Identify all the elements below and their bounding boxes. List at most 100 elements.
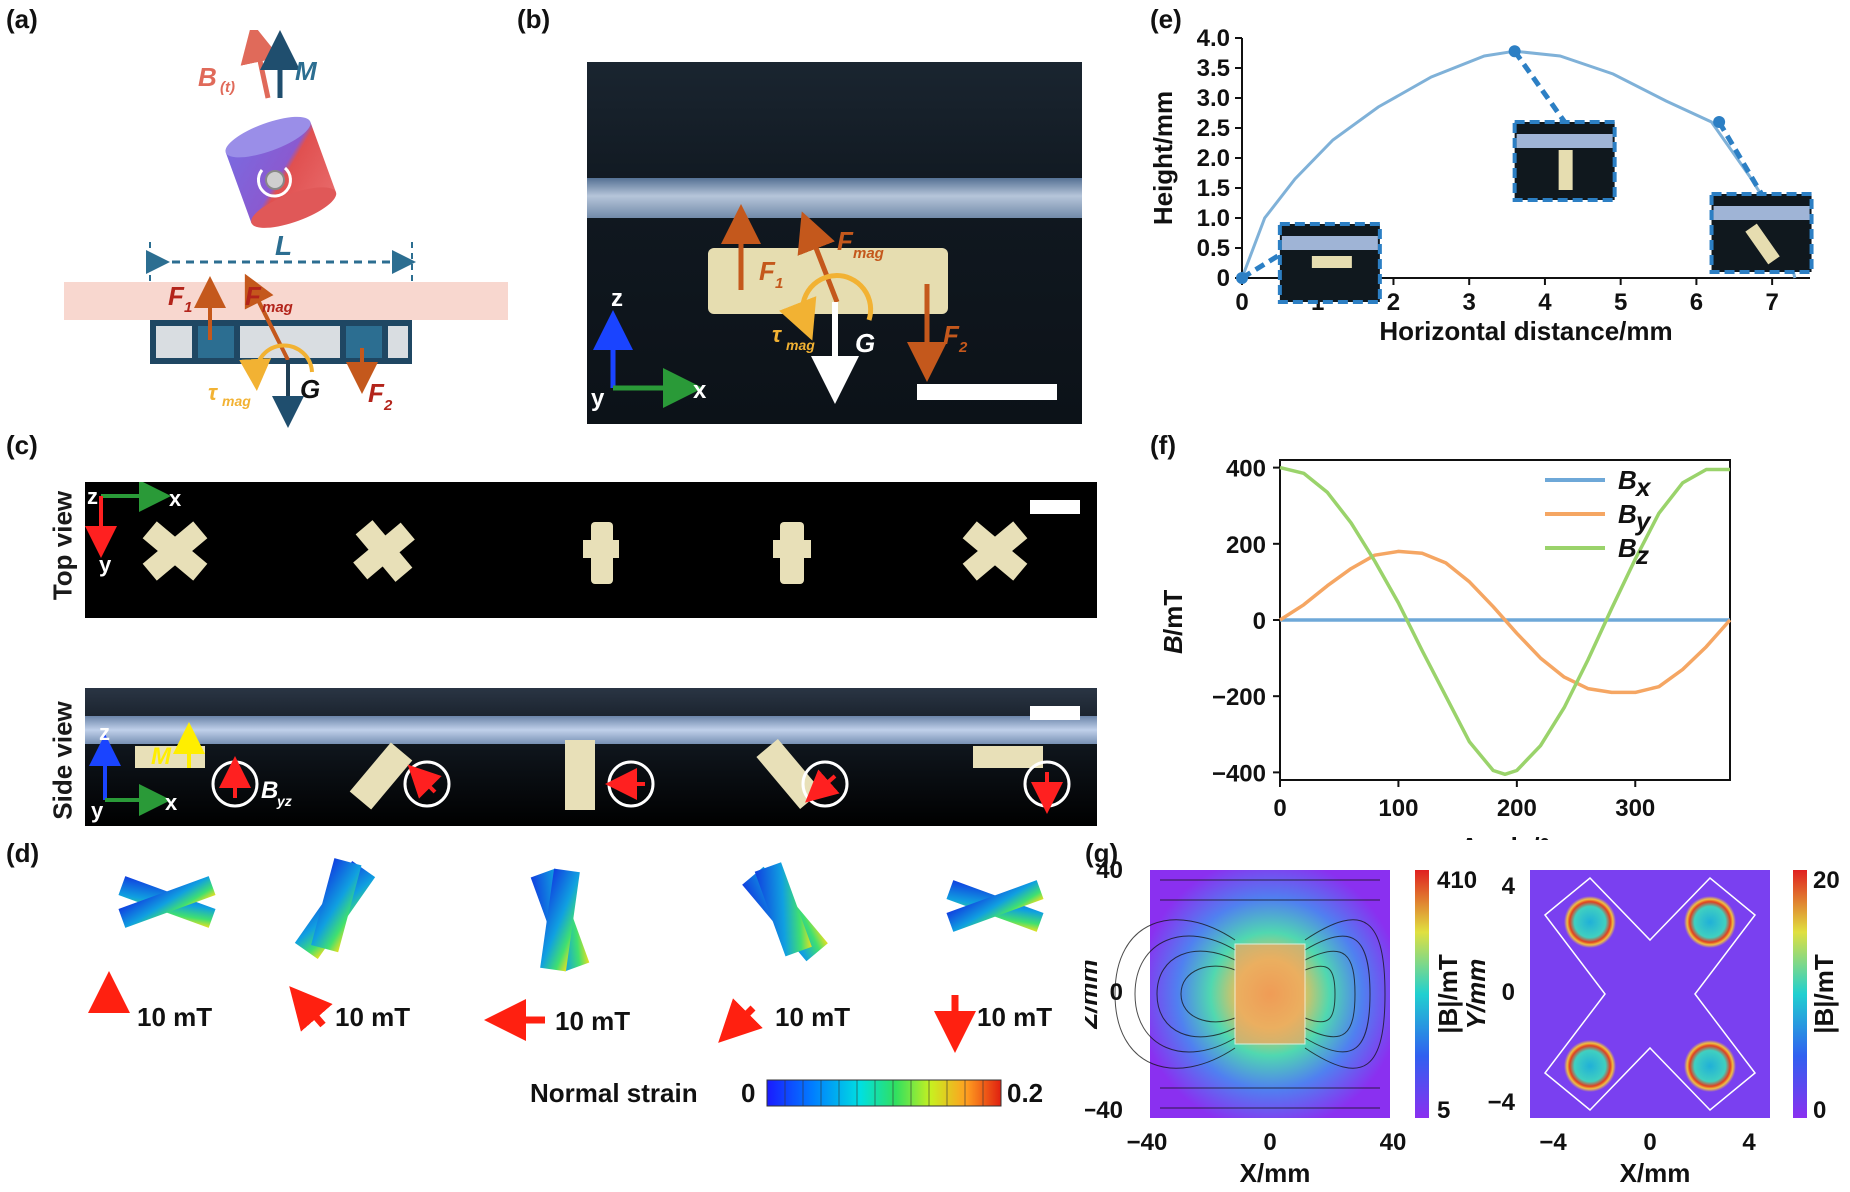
g-field-lines: [1114, 879, 1386, 1109]
colorbar-min: 0: [741, 1078, 755, 1108]
svg-text:0: 0: [1813, 1097, 1826, 1124]
f-legend-sub: x: [1634, 472, 1652, 502]
g-spot-1: [1564, 896, 1616, 948]
panel-label-a: (a): [6, 4, 38, 34]
fmag-arrow: [797, 211, 840, 303]
f-xtick: 300: [1615, 795, 1655, 822]
e-xtick: 4: [1538, 289, 1552, 316]
strain-colorbar: [766, 1079, 1002, 1107]
e-inset-connector: [1512, 49, 1567, 124]
e-xtick: 7: [1765, 289, 1778, 316]
panel-d-strain: 10 mT 10 mT 10 mT 10 mT 10 mT Normal str…: [88, 858, 1052, 1108]
f-ytick: 200: [1226, 532, 1266, 559]
field-label-5: 10 mT: [977, 1002, 1052, 1032]
strain-sample-1: [118, 876, 216, 928]
m-label: M: [295, 56, 318, 86]
f-ytick: −200: [1212, 684, 1266, 711]
strain-sample-3: [530, 868, 590, 972]
g-right-ylabel: Y/mm: [1461, 959, 1491, 1030]
fmag-label: F: [245, 281, 262, 311]
f-xtick: 0: [1273, 795, 1286, 822]
g-left-ylabel: Z/mm: [1085, 959, 1103, 1029]
top-view-label: Top view: [47, 490, 78, 601]
f-xtick: 200: [1497, 795, 1537, 822]
e-inset-photo: [1512, 120, 1617, 202]
e-inset-photo: [1709, 192, 1814, 274]
svg-text:4: 4: [1742, 1129, 1756, 1156]
b-sub: (t): [220, 79, 235, 96]
g-spot-2: [1684, 896, 1736, 948]
svg-text:z: z: [87, 484, 98, 509]
byz-indicator-2: [403, 760, 451, 808]
f1-label: F: [168, 281, 185, 311]
byz-label: B: [261, 777, 278, 804]
svg-text:−40: −40: [1085, 1097, 1123, 1124]
e-xlabel: Horizontal distance/mm: [1379, 316, 1672, 346]
svg-text:0: 0: [1643, 1129, 1656, 1156]
svg-text:−40: −40: [1127, 1129, 1168, 1156]
f-ytick: 400: [1226, 456, 1266, 483]
top-sample-1: [142, 521, 208, 581]
byz-indicator-4: [801, 760, 849, 808]
side-sample-3: [565, 740, 595, 810]
torque-arrow: [239, 343, 314, 391]
field-label-4: 10 mT: [775, 1002, 850, 1032]
svg-text:mag: mag: [853, 245, 884, 262]
panel-label-d: (d): [6, 838, 40, 868]
top-sample-5: [962, 521, 1028, 581]
panel-g-fields: 40 0 −40 Z/mm −40 0 40 X/mm 410 5 |B|/mT…: [1085, 860, 1840, 1188]
e-ytick: 1.5: [1197, 175, 1230, 202]
length-label: L: [275, 230, 292, 261]
g-label: G: [855, 328, 875, 358]
svg-text:20: 20: [1813, 867, 1840, 894]
scale-bar: [917, 384, 1057, 400]
panel-label-b: (b): [517, 4, 551, 34]
svg-text:z: z: [99, 720, 110, 745]
top-view-label-wrap: Top view: [48, 470, 78, 620]
tau-label: τ: [208, 380, 218, 405]
colorbar-label: Normal strain: [530, 1078, 698, 1108]
side-sample-4: [756, 738, 822, 810]
byz-indicator-3: [605, 760, 655, 808]
e-xtick: 5: [1614, 289, 1627, 316]
fmag-label: F: [837, 226, 854, 256]
e-ytick: 2.5: [1197, 115, 1230, 142]
g-right-cbar-label: |B|/mT: [1809, 954, 1839, 1034]
e-ylabel: Height/mm: [1150, 91, 1178, 225]
f2-label: F: [943, 320, 960, 350]
side-view-overlay: z y x M B yz: [89, 706, 1080, 823]
svg-text:−4: −4: [1539, 1129, 1567, 1156]
rotation-axis-icon: [265, 170, 285, 190]
e-ytick: 0: [1217, 265, 1230, 292]
f-legend-label: B: [1618, 499, 1637, 529]
svg-text:0: 0: [1110, 979, 1123, 1006]
svg-text:0: 0: [1502, 979, 1515, 1006]
f-ylabel-italic: B: [1158, 635, 1188, 654]
svg-text:x: x: [693, 377, 707, 404]
panel-label-f: (f): [1150, 430, 1176, 460]
e-xtick: 2: [1387, 289, 1400, 316]
svg-text:40: 40: [1380, 1129, 1407, 1156]
f-legend-sub: z: [1635, 540, 1649, 570]
e-inset-photo: [1277, 222, 1382, 304]
colorbar-max: 0.2: [1007, 1078, 1043, 1108]
f2-label: F: [368, 378, 385, 408]
g-right-xlabel: X/mm: [1620, 1158, 1691, 1188]
f-xlabel: Angle/°: [1460, 832, 1550, 840]
panel-b-overlay: F 1 F mag G τ mag F 2 z y x: [591, 204, 1057, 412]
f-series-line: [1279, 549, 1732, 695]
svg-text:0: 0: [1263, 1129, 1276, 1156]
f-legend-label: B: [1618, 465, 1637, 495]
f-ylabel-rest: /mT: [1158, 590, 1188, 636]
f-ytick: 0: [1253, 608, 1266, 635]
side-view-label-wrap: Side view: [48, 690, 78, 830]
fmag-arrow: [244, 273, 290, 361]
svg-text:2: 2: [958, 339, 968, 356]
panel-e-chart: Height/mm Horizontal distance/mm 00.51.0…: [1150, 25, 1814, 346]
top-sample-2: [353, 520, 415, 582]
g-magnet-block: [1234, 943, 1306, 1045]
svg-text:yz: yz: [276, 793, 292, 809]
rotation-icon: [256, 166, 292, 198]
field-arrow-2: [289, 986, 333, 1032]
